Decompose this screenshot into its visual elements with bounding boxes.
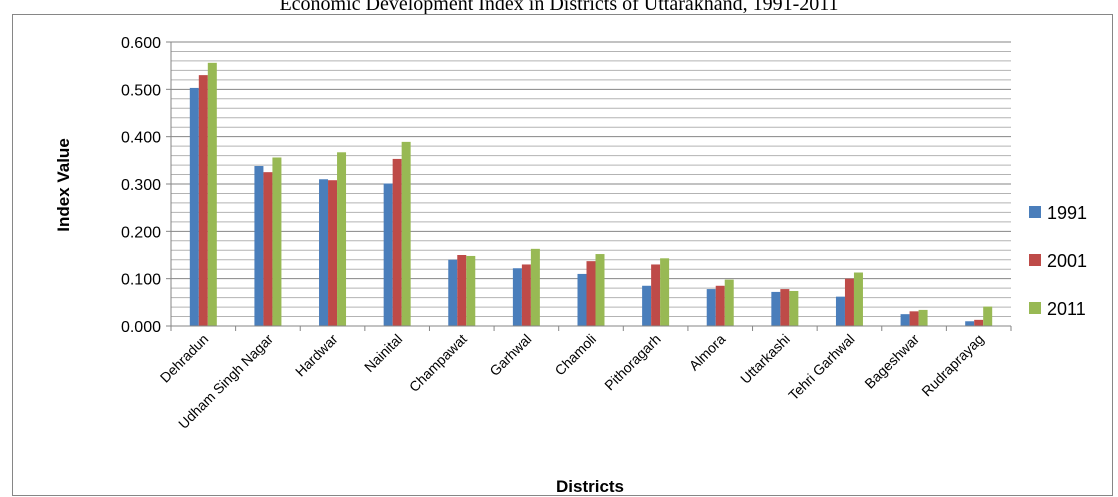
- bar-1991-dehradun: [189, 87, 199, 326]
- bar-1991-almora: [706, 289, 716, 326]
- y-tick-label: 0.400: [121, 130, 161, 147]
- x-tick-label: Pithoragarh: [601, 331, 664, 394]
- legend-label-2011: 2011: [1047, 299, 1086, 319]
- bar-2001-champawat: [457, 255, 467, 326]
- y-tick-label: 0.200: [121, 224, 161, 241]
- bar-2011-rudraprayag: [983, 306, 993, 326]
- bar-2011-udham-singh-nagar: [272, 157, 282, 326]
- bar-2011-hardwar: [337, 152, 347, 326]
- x-tick-label: Garhwal: [486, 331, 534, 379]
- y-tick-label: 0.000: [121, 319, 161, 336]
- x-tick-label: Almora: [686, 331, 729, 374]
- bar-1991-nainital: [383, 183, 393, 326]
- bar-2011-pithoragarh: [660, 258, 670, 326]
- bar-2011-uttarkashi: [789, 290, 799, 326]
- bar-1991-udham-singh-nagar: [254, 166, 264, 326]
- x-tick-label: Rudraprayag: [918, 331, 987, 400]
- bar-2011-champawat: [466, 255, 476, 326]
- chart-frame: 0.000 0.100 0.200 0.300 0.400 0.500 0.600 Dehr…: [12, 14, 1113, 496]
- bar-2011-tehri-garhwal: [853, 272, 863, 326]
- y-tick-label: 0.600: [121, 35, 161, 52]
- legend-swatch-2001: [1029, 254, 1041, 266]
- bar-2001-pithoragarh: [651, 264, 661, 326]
- bar-2011-nainital: [401, 141, 411, 326]
- y-tick-label: 0.500: [121, 82, 161, 99]
- bar-1991-pithoragarh: [642, 285, 652, 326]
- y-tick-label: 0.300: [121, 177, 161, 194]
- bar-1991-champawat: [448, 259, 458, 326]
- bar-2001-rudraprayag: [974, 319, 984, 326]
- bar-2001-hardwar: [328, 180, 338, 326]
- bar-2001-chamoli: [586, 261, 596, 326]
- bar-chart: 0.000 0.100 0.200 0.300 0.400 0.500 0.600 Dehr…: [54, 35, 1087, 496]
- y-axis-title: Index Value: [54, 138, 73, 232]
- bar-2001-nainital: [392, 158, 402, 326]
- x-tick-label: Uttarkashi: [737, 331, 793, 387]
- x-tick-label: Champawat: [406, 331, 470, 395]
- legend-label-1991: 1991: [1047, 203, 1087, 223]
- x-tick-label: Dehradun: [157, 331, 212, 386]
- x-axis-title: Districts: [556, 477, 624, 496]
- legend-label-2001: 2001: [1047, 251, 1087, 271]
- bar-1991-tehri-garhwal: [835, 296, 845, 326]
- bar-2001-garhwal: [521, 264, 531, 326]
- y-tick-label: 0.100: [121, 272, 161, 289]
- bar-2001-uttarkashi: [780, 289, 790, 326]
- x-tick-label: Chamoli: [551, 331, 599, 379]
- bar-2001-udham-singh-nagar: [263, 172, 273, 326]
- legend-swatch-2011: [1029, 302, 1041, 314]
- x-tick-label: Bageshwar: [861, 331, 922, 392]
- y-tick-labels: 0.000 0.100 0.200 0.300 0.400 0.500 0.600: [121, 35, 161, 336]
- legend: 1991 2001 2011: [1029, 203, 1087, 319]
- bar-2011-almora: [724, 279, 734, 326]
- bar-1991-garhwal: [512, 268, 522, 326]
- bar-1991-hardwar: [319, 179, 329, 326]
- chart-title: Economic Development Index in Districts …: [279, 0, 839, 15]
- bar-2011-bageshwar: [918, 309, 928, 326]
- x-tick-label: Hardwar: [292, 331, 341, 380]
- bar-1991-rudraprayag: [965, 321, 975, 326]
- bar-2001-bageshwar: [909, 311, 919, 326]
- x-tick-label: Nainital: [361, 331, 405, 375]
- bar-1991-bageshwar: [900, 314, 910, 326]
- bar-2001-tehri-garhwal: [844, 278, 854, 326]
- bar-1991-chamoli: [577, 273, 587, 326]
- bar-2001-dehradun: [198, 75, 208, 326]
- bar-2011-garhwal: [530, 248, 540, 326]
- axes: [166, 41, 1012, 331]
- legend-swatch-1991: [1029, 206, 1041, 218]
- bar-1991-uttarkashi: [771, 291, 781, 326]
- bar-2011-dehradun: [207, 62, 217, 327]
- x-tick-label: Tehri Garhwal: [785, 331, 857, 403]
- bars: [189, 62, 993, 327]
- bar-2001-almora: [715, 285, 725, 326]
- bar-2011-chamoli: [595, 254, 605, 326]
